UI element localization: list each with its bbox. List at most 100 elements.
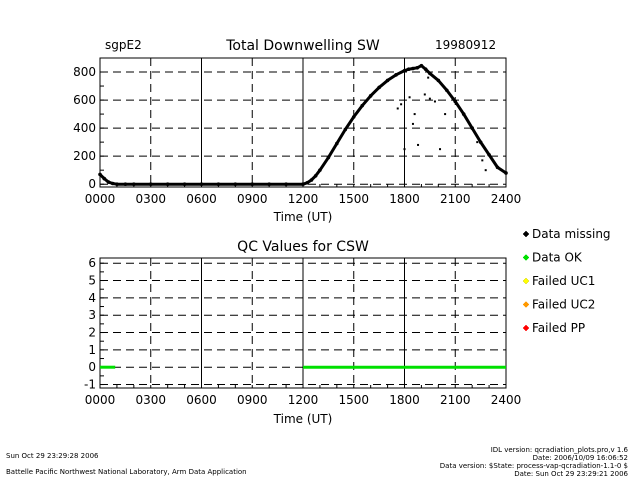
data-point [415,66,419,70]
data-point [106,180,111,184]
footer-idl-date: Date: 2006/10/09 16:06:52 [532,454,628,462]
y-tick-label: 3 [88,308,96,322]
legend-marker [522,301,530,308]
data-point [182,182,187,186]
data-point [335,141,339,146]
footer-idl-version: IDL version: qcradiation_plots.pro,v 1.6 [490,446,628,454]
data-point [423,67,428,72]
data-point [351,115,356,119]
data-point [368,94,373,98]
legend-marker [522,277,530,285]
data-point [504,171,508,175]
y-tick-label: 200 [73,149,96,163]
data-point [402,68,407,73]
x-tick-label: 0600 [186,192,217,206]
x-tick-label: 1800 [389,393,420,407]
data-point [110,181,115,186]
x-tick-label: 0000 [85,192,116,206]
y-tick-label: 800 [73,65,96,79]
data-point-outlier [481,159,484,162]
data-point [326,155,331,160]
data-point [148,182,153,186]
footer-data-version: Data version: $State: process-vap-qcradi… [439,462,628,470]
data-point [233,182,238,186]
data-point [115,182,119,186]
data-point [436,78,441,83]
data-point [343,127,348,132]
x-tick-label: 1200 [288,393,319,407]
data-point [309,178,314,182]
x-tick-label: 1200 [288,192,319,206]
data-point-outlier [417,143,420,146]
data-point [216,182,221,186]
legend-marker [522,230,530,238]
x-tick-label: 2100 [440,393,471,407]
data-point [487,152,491,157]
data-point [470,126,474,130]
x-tick-label: 1800 [389,192,420,206]
y-tick-label: 6 [88,256,96,270]
x-tick-label: 0300 [135,393,166,407]
data-point [377,85,381,90]
data-point [444,88,449,93]
data-point-outlier [403,148,406,151]
y-tick-label: 0 [88,177,96,191]
date-label: 19980912 [435,38,496,52]
data-series-line [98,64,507,186]
data-point-outlier [427,76,430,79]
data-point [267,182,271,186]
x-tick-label: 2100 [440,192,471,206]
data-point [461,112,466,116]
data-point [102,176,107,181]
data-point-outlier [484,169,487,172]
data-point-outlier [423,93,426,96]
chart-bottom-xlabel: Time (UT) [273,412,333,426]
chart-top: sgpE2 Total Downwelling SW 19980912 Time… [73,38,521,224]
data-point [495,165,500,170]
data-point [406,67,411,72]
x-tick-label: 2400 [491,393,522,407]
legend: Data missing Data OK Failed UC1 Failed UC2 F… [522,227,611,335]
data-point [385,78,390,83]
data-point-outlier [408,96,411,99]
legend-label: Failed UC1 [532,274,595,288]
data-point [284,182,288,186]
legend-label: Data missing [532,227,611,241]
data-point [360,103,365,108]
y-tick-label: 1 [88,343,96,357]
footer-data-date: Date: Sun Oct 29 23:29:21 2006 [514,470,628,478]
chart-top-title: Total Downwelling SW [225,38,380,54]
data-point [199,182,204,186]
data-point [165,182,170,186]
x-tick-label: 0300 [135,192,166,206]
data-point-outlier [396,107,399,110]
legend-label: Failed PP [532,321,585,335]
y-tick-label: 2 [88,326,96,340]
x-tick-label: 1500 [338,393,369,407]
data-point-outlier [428,97,431,100]
data-point-outlier [444,113,447,116]
data-point-outlier [400,103,403,106]
legend-marker [522,324,530,332]
data-point [411,66,415,71]
data-point-outlier [439,148,442,151]
y-tick-label: 400 [73,121,96,135]
chart-bottom: QC Values for CSW Time (UT) 0000 0300 0600… [84,239,521,426]
data-point-outlier [413,113,416,116]
chart-top-xlabel: Time (UT) [273,210,333,224]
data-point [428,71,432,76]
data-point [132,182,136,186]
data-point [123,182,128,186]
x-tick-label: 0600 [186,393,217,407]
data-point-outlier [433,100,436,103]
data-point [419,63,424,68]
data-point [313,173,318,178]
x-tick-label: 1500 [338,192,369,206]
data-point [453,99,458,104]
x-tick-label: 0900 [237,393,268,407]
y-tick-label: 600 [73,93,96,107]
x-tick-label: 0900 [237,192,268,206]
data-point [394,73,398,77]
y-tick-label: 5 [88,274,96,288]
